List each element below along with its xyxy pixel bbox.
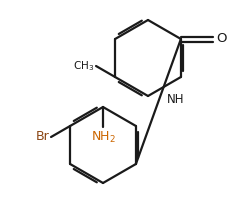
- Text: NH$_2$: NH$_2$: [91, 130, 115, 145]
- Text: Br: Br: [35, 130, 49, 143]
- Text: CH$_3$: CH$_3$: [73, 59, 94, 73]
- Text: NH: NH: [166, 93, 184, 106]
- Text: O: O: [216, 33, 227, 45]
